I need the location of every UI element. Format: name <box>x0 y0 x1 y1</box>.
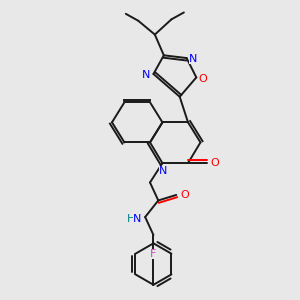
Text: F: F <box>150 249 157 259</box>
Text: O: O <box>211 158 219 168</box>
Text: N: N <box>142 70 151 80</box>
Text: N: N <box>189 55 198 64</box>
Text: O: O <box>180 190 189 200</box>
Text: N: N <box>159 167 167 176</box>
Text: O: O <box>199 74 208 84</box>
Text: N: N <box>133 214 141 224</box>
Text: H: H <box>127 214 136 224</box>
